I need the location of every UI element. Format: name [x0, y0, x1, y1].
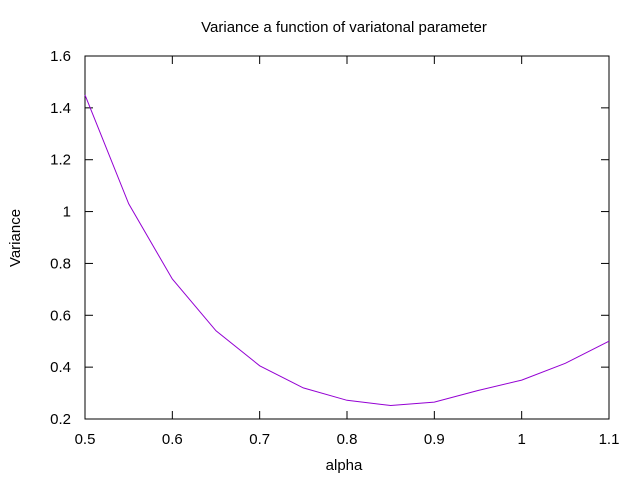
x-tick-label: 0.7	[249, 431, 270, 448]
series-layer	[84, 94, 610, 407]
y-tick-label: 1.4	[50, 100, 71, 117]
x-tick-label: 0.8	[337, 431, 358, 448]
x-tick-label: 1	[517, 431, 525, 448]
x-tick-label: 0.6	[162, 431, 183, 448]
y-tick-label: 0.6	[50, 307, 71, 324]
x-axis-tick-labels: 0.5 0.6 0.7 0.8 0.9 1 1.1	[75, 431, 620, 448]
y-tick-label: 1.6	[50, 48, 71, 65]
y-tick-label: 0.2	[50, 411, 71, 428]
plot-frame	[84, 55, 610, 420]
x-tick-label: 0.9	[424, 431, 445, 448]
y-tick-label: 0.4	[50, 359, 71, 376]
x-tick-label: 0.5	[75, 431, 96, 448]
y-tick-label: 0.8	[50, 255, 71, 272]
y-tick-label: 1.2	[50, 152, 71, 169]
x-axis-ticks	[84, 56, 610, 419]
y-tick-label: 1	[63, 204, 71, 221]
y-axis-ticks	[85, 55, 609, 420]
series-line	[84, 94, 610, 407]
y-axis-label: Variance	[7, 209, 24, 267]
chart-title: Variance a function of variatonal parame…	[201, 19, 487, 36]
y-axis-tick-labels: 0.2 0.4 0.6 0.8 1 1.2 1.4 1.6	[50, 48, 71, 428]
x-tick-label: 1.1	[599, 431, 620, 448]
x-axis-label: alpha	[326, 457, 363, 474]
